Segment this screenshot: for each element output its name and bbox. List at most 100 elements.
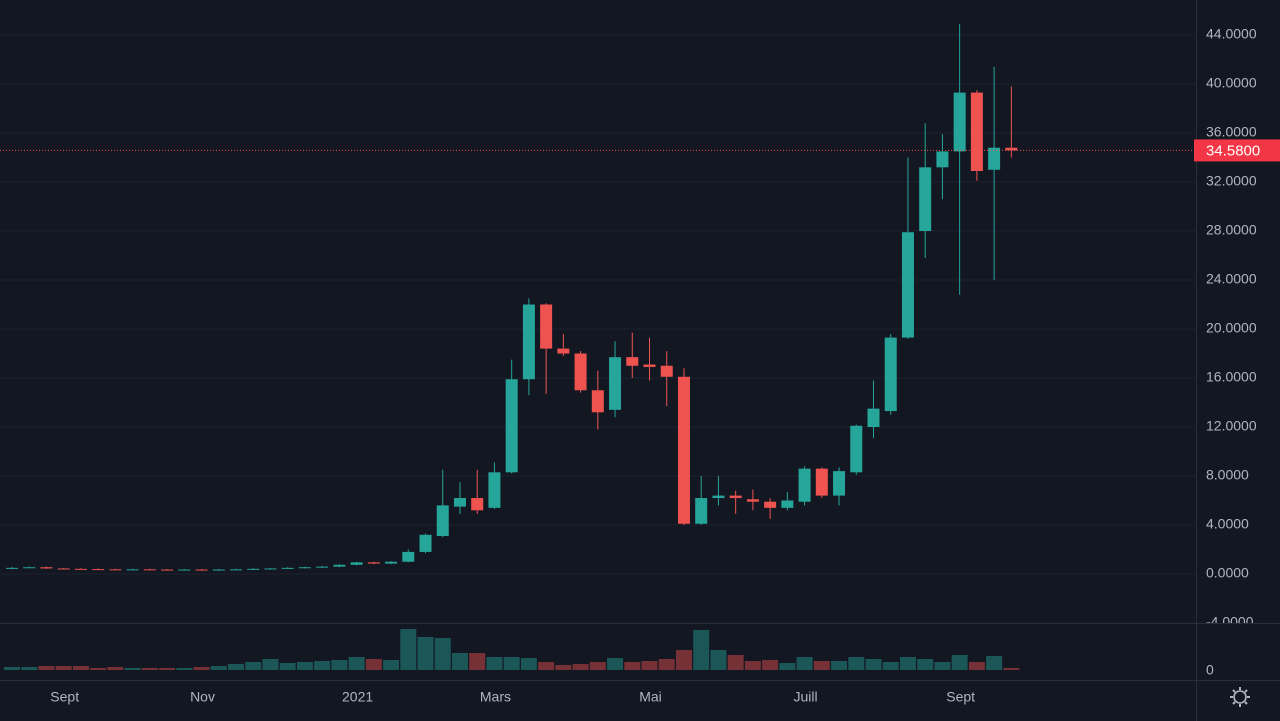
candle-body bbox=[1005, 147, 1018, 151]
y-tick-label: 8.0000 bbox=[1206, 467, 1249, 483]
x-tick-label: Mars bbox=[480, 689, 511, 705]
volume-bar bbox=[486, 657, 503, 670]
time-axis: Sept Nov 2021 Mars Mai Juill Sept bbox=[50, 689, 975, 705]
candle-body bbox=[453, 498, 466, 507]
candle-body bbox=[729, 495, 742, 499]
volume-bar bbox=[107, 667, 124, 670]
volume-bar bbox=[141, 668, 158, 670]
y-tick-label: 44.0000 bbox=[1206, 26, 1257, 42]
volume-bar bbox=[383, 660, 400, 670]
volume-bar bbox=[658, 659, 675, 670]
candle-body bbox=[746, 499, 759, 502]
volume-bar bbox=[159, 668, 176, 670]
candle-body bbox=[522, 304, 535, 380]
candle-body bbox=[161, 569, 174, 571]
last-price-tag bbox=[1194, 139, 1280, 162]
volume-bar bbox=[951, 655, 968, 670]
volume-bar bbox=[365, 659, 382, 670]
candle-body bbox=[505, 379, 518, 473]
candle-body bbox=[402, 551, 415, 562]
candle-body bbox=[850, 425, 863, 473]
candle-body bbox=[367, 562, 380, 564]
volume-bar bbox=[986, 656, 1003, 670]
candle-body bbox=[574, 353, 587, 391]
volume-bar bbox=[693, 630, 710, 670]
candle-body bbox=[988, 147, 1001, 170]
candle-body bbox=[953, 92, 966, 152]
volume-bar bbox=[865, 659, 882, 670]
candle-body bbox=[195, 569, 208, 571]
x-tick-label: Mai bbox=[639, 689, 662, 705]
volume-bar bbox=[882, 662, 899, 670]
volume-bar bbox=[762, 660, 779, 670]
candle-body bbox=[936, 151, 949, 168]
candle-body bbox=[143, 569, 156, 571]
candle-body bbox=[281, 567, 294, 569]
volume-bar bbox=[710, 650, 727, 670]
volume-bar bbox=[520, 658, 537, 670]
candle-body bbox=[92, 569, 105, 571]
volume-bar bbox=[176, 668, 193, 670]
volume-bar bbox=[4, 667, 20, 670]
candle-body bbox=[867, 408, 880, 427]
candle-body bbox=[333, 564, 346, 567]
candle-body bbox=[833, 471, 846, 496]
y-tick-label: 0.0000 bbox=[1206, 565, 1249, 581]
candle-body bbox=[540, 304, 553, 349]
y-tick-label: -4.0000 bbox=[1206, 614, 1254, 630]
volume-bar bbox=[727, 655, 744, 670]
candle-body bbox=[609, 357, 622, 410]
y-tick-label: 36.0000 bbox=[1206, 124, 1257, 140]
candle-body bbox=[764, 501, 777, 508]
candle-body bbox=[6, 567, 18, 569]
candle-body bbox=[970, 92, 983, 171]
x-tick-label: Nov bbox=[190, 689, 215, 705]
volume-bar bbox=[245, 662, 262, 670]
volume-bar bbox=[572, 664, 589, 670]
candle-body bbox=[712, 495, 725, 499]
candle-body bbox=[919, 167, 932, 232]
volume-bar bbox=[813, 661, 830, 670]
candle-body bbox=[695, 498, 708, 524]
volume-bar bbox=[796, 657, 813, 670]
candle-body bbox=[488, 472, 501, 508]
candle-body bbox=[626, 357, 639, 366]
volume-pane: 0 bbox=[4, 629, 1214, 678]
x-tick-label: Sept bbox=[50, 689, 79, 705]
volume-bar bbox=[607, 658, 624, 670]
volume-bar bbox=[451, 653, 468, 670]
candle-body bbox=[57, 568, 70, 570]
candle-body bbox=[298, 567, 311, 569]
volume-bar bbox=[641, 661, 658, 670]
volume-bar bbox=[555, 665, 572, 670]
volume-bar bbox=[348, 657, 365, 670]
y-tick-label: 32.0000 bbox=[1206, 173, 1257, 189]
volume-bar bbox=[90, 668, 107, 670]
x-tick-label: 2021 bbox=[342, 689, 373, 705]
candle-body bbox=[126, 569, 139, 571]
last-price-label: 34.5800 bbox=[1206, 142, 1260, 159]
volume-bar bbox=[831, 661, 848, 670]
volume-bar bbox=[538, 662, 555, 670]
y-tick-label: 4.0000 bbox=[1206, 516, 1249, 532]
volume-bar bbox=[917, 659, 934, 670]
volume-bar bbox=[848, 657, 865, 670]
y-tick-label: 40.0000 bbox=[1206, 75, 1257, 91]
volume-bar bbox=[21, 667, 38, 670]
settings-icon[interactable] bbox=[1230, 687, 1250, 707]
volume-bar bbox=[744, 661, 761, 670]
candle-body bbox=[264, 568, 277, 570]
volume-bar bbox=[262, 659, 279, 670]
volume-bar bbox=[589, 662, 606, 670]
candle-body bbox=[247, 568, 260, 570]
y-tick-label: 12.0000 bbox=[1206, 418, 1257, 434]
candle-body bbox=[901, 232, 914, 338]
candle-body bbox=[178, 569, 191, 571]
x-tick-label: Sept bbox=[946, 689, 975, 705]
volume-bar bbox=[968, 662, 985, 670]
volume-bar bbox=[279, 663, 296, 670]
volume-bar bbox=[624, 662, 641, 670]
